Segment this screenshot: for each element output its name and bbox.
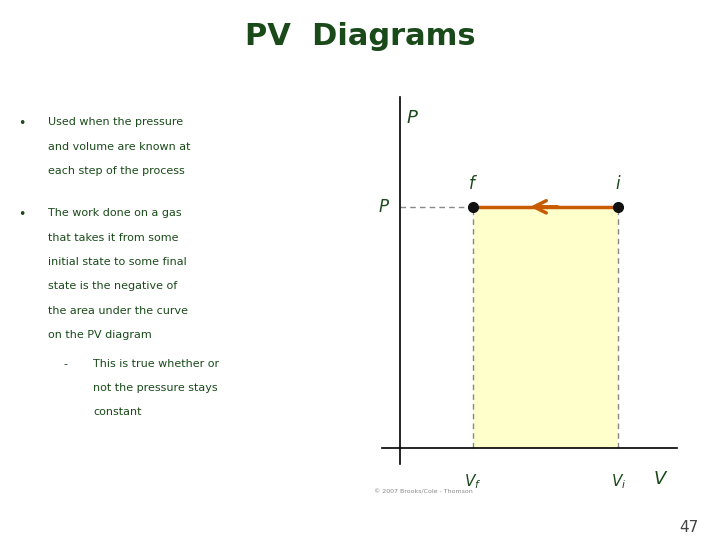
Text: •: • (19, 208, 26, 221)
Text: and volume are known at: and volume are known at (48, 142, 191, 152)
Text: $f$: $f$ (468, 174, 477, 193)
Text: $V_i$: $V_i$ (611, 472, 626, 491)
Bar (473, 207, 618, 448)
Text: $P$: $P$ (378, 198, 390, 216)
Text: $i$: $i$ (615, 174, 622, 193)
Text: constant: constant (94, 408, 142, 417)
Text: © 2007 Brooks/Cole - Thomson: © 2007 Brooks/Cole - Thomson (374, 489, 473, 494)
Text: This is true whether or: This is true whether or (94, 359, 220, 369)
Text: on the PV diagram: on the PV diagram (48, 330, 152, 340)
Text: each step of the process: each step of the process (48, 166, 185, 176)
Text: $V_f$: $V_f$ (464, 472, 482, 491)
Text: not the pressure stays: not the pressure stays (94, 383, 218, 393)
Text: Used when the pressure: Used when the pressure (48, 117, 184, 127)
Text: state is the negative of: state is the negative of (48, 281, 178, 291)
Text: PV  Diagrams: PV Diagrams (245, 22, 475, 51)
Text: that takes it from some: that takes it from some (48, 233, 179, 242)
Text: initial state to some final: initial state to some final (48, 257, 187, 267)
Text: -: - (63, 359, 68, 369)
Text: $V$: $V$ (653, 470, 668, 488)
Text: 47: 47 (679, 519, 698, 535)
Text: the area under the curve: the area under the curve (48, 306, 189, 315)
Text: The work done on a gas: The work done on a gas (48, 208, 182, 218)
Text: $P$: $P$ (405, 110, 418, 127)
Text: •: • (19, 117, 26, 130)
